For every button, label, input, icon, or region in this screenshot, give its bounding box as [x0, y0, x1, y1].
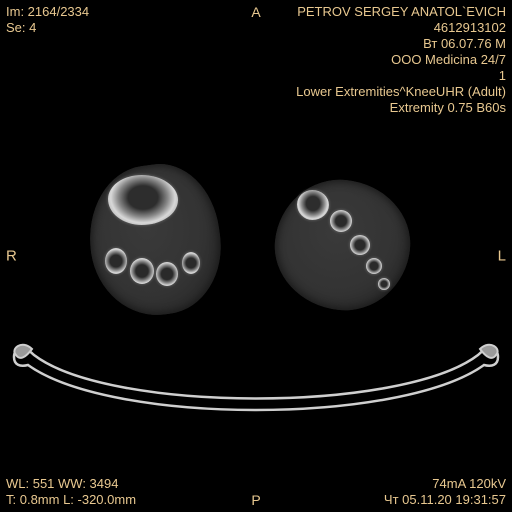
exposure-params: 74mA 120kV [384, 476, 506, 492]
right-tissue [269, 173, 417, 316]
orientation-posterior: P [251, 492, 260, 508]
window-level-width: WL: 551 WW: 3494 [6, 476, 136, 492]
slice-thickness-location: T: 0.8mm L: -320.0mm [6, 492, 136, 508]
acquisition-block: 74mA 120kV Чт 05.11.20 19:31:57 [384, 476, 506, 508]
left-bone-3 [156, 262, 178, 286]
patient-id: 4612913102 [296, 20, 506, 36]
series-index: 1 [296, 68, 506, 84]
right-bone-2 [350, 235, 370, 255]
patient-name: PETROV SERGEY ANATOL`EVICH [296, 4, 506, 20]
left-bone-1 [105, 248, 127, 274]
right-bone-4 [378, 278, 390, 290]
left-bone-4 [182, 252, 200, 274]
patient-info-block: PETROV SERGEY ANATOL`EVICH 4612913102 Вт… [296, 4, 506, 116]
right-bone-3 [366, 258, 382, 274]
left-bone-2 [130, 258, 154, 284]
patient-dob-sex: Вт 06.07.76 M [296, 36, 506, 52]
institution-name: OOO Medicina 24/7 [296, 52, 506, 68]
windowing-block: WL: 551 WW: 3494 T: 0.8mm L: -320.0mm [6, 476, 136, 508]
orientation-left: L [498, 248, 506, 265]
orientation-right: R [6, 248, 17, 265]
right-patella [297, 190, 329, 220]
image-number: Im: 2164/2334 [6, 4, 89, 19]
series-number: Se: 4 [6, 20, 36, 35]
orientation-anterior: A [251, 4, 260, 20]
recon-protocol: Extremity 0.75 B60s [296, 100, 506, 116]
right-bone-1 [330, 210, 352, 232]
patient-table [0, 325, 512, 445]
study-description: Lower Extremities^KneeUHR (Adult) [296, 84, 506, 100]
acquisition-datetime: Чт 05.11.20 19:31:57 [384, 492, 506, 508]
left-patella [108, 175, 178, 225]
